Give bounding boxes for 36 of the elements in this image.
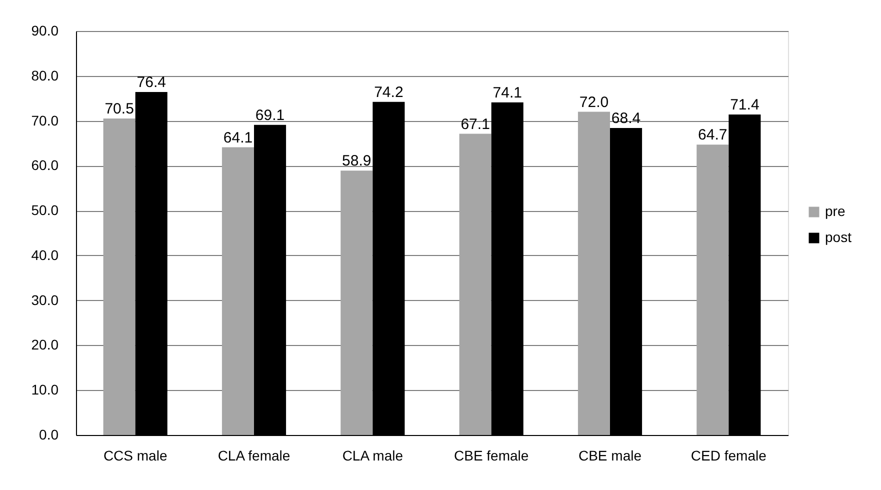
- data-label: 71.4: [730, 96, 760, 114]
- bar: [340, 170, 373, 435]
- data-label: 74.2: [374, 84, 404, 101]
- data-label: 64.7: [698, 126, 728, 144]
- bar: [103, 118, 136, 435]
- data-label: 74.1: [492, 84, 522, 102]
- x-tick-label: CBE male: [578, 448, 642, 464]
- y-tick-label: 70.0: [31, 112, 59, 128]
- x-tick-label: CBE female: [454, 448, 529, 464]
- bar: [696, 144, 729, 435]
- data-label: 70.5: [104, 100, 134, 118]
- data-label: 58.9: [342, 152, 372, 170]
- data-label: 64.1: [223, 129, 253, 146]
- bar: [222, 147, 254, 435]
- y-tick-label: 50.0: [31, 202, 59, 218]
- legend-label: pre: [825, 203, 846, 219]
- bar: [578, 112, 610, 435]
- y-tick-label: 40.0: [31, 246, 59, 263]
- data-label: 68.4: [611, 110, 641, 127]
- bar: [459, 134, 492, 435]
- y-tick-label: 20.0: [31, 336, 59, 353]
- data-label: 72.0: [579, 94, 609, 111]
- y-tick-label: 10.0: [31, 382, 59, 398]
- x-tick-label: CED female: [690, 448, 767, 464]
- x-tick-label: CLA male: [342, 448, 404, 464]
- data-label: 76.4: [136, 74, 166, 92]
- data-label: 69.1: [255, 106, 285, 124]
- y-tick-label: 80.0: [31, 67, 59, 84]
- legend-label: post: [825, 229, 852, 245]
- x-tick-label: CCS male: [103, 448, 168, 464]
- y-tick-label: 0.0: [39, 426, 59, 442]
- y-tick-label: 60.0: [31, 157, 59, 174]
- x-tick-label: CLA female: [218, 448, 290, 464]
- y-tick-label: 90.0: [31, 22, 59, 38]
- data-label: 67.1: [460, 116, 490, 133]
- y-tick-label: 30.0: [31, 292, 59, 308]
